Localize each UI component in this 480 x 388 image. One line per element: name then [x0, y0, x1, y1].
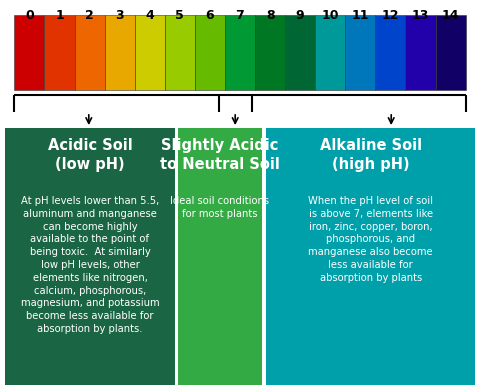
Bar	[165, 15, 195, 90]
Text: Acidic Soil
(low pH): Acidic Soil (low pH)	[48, 138, 132, 171]
Bar	[74, 15, 105, 90]
Bar	[135, 15, 165, 90]
Text: Slightly Acidic
to Neutral Soil: Slightly Acidic to Neutral Soil	[160, 138, 279, 171]
Text: 0: 0	[25, 9, 34, 22]
Text: 9: 9	[296, 9, 304, 22]
Text: 3: 3	[115, 9, 124, 22]
Bar	[435, 15, 466, 90]
Text: When the pH level of soil
is above 7, elements like
iron, zinc, copper, boron,
p: When the pH level of soil is above 7, el…	[308, 196, 433, 283]
Text: 10: 10	[322, 9, 339, 22]
Bar	[345, 15, 375, 90]
Text: 6: 6	[205, 9, 214, 22]
Text: 1: 1	[55, 9, 64, 22]
Bar	[45, 15, 74, 90]
Text: 4: 4	[145, 9, 154, 22]
Text: 12: 12	[382, 9, 399, 22]
Text: 2: 2	[85, 9, 94, 22]
Text: 13: 13	[412, 9, 429, 22]
Bar	[285, 15, 315, 90]
Bar	[315, 15, 345, 90]
Text: Ideal soil conditions
for most plants: Ideal soil conditions for most plants	[170, 196, 269, 219]
Bar	[14, 15, 45, 90]
Bar	[105, 15, 135, 90]
Bar	[266, 128, 475, 385]
Bar	[225, 15, 255, 90]
Text: 7: 7	[236, 9, 244, 22]
Bar	[195, 15, 225, 90]
Bar	[255, 15, 285, 90]
Text: At pH levels lower than 5.5,
aluminum and manganese
can become highly
available : At pH levels lower than 5.5, aluminum an…	[21, 196, 159, 334]
Bar	[375, 15, 406, 90]
Text: 8: 8	[266, 9, 275, 22]
Text: 14: 14	[442, 9, 459, 22]
Text: 11: 11	[351, 9, 369, 22]
Bar	[406, 15, 435, 90]
Bar	[178, 128, 262, 385]
Text: Alkaline Soil
(high pH): Alkaline Soil (high pH)	[320, 138, 422, 171]
Text: 5: 5	[176, 9, 184, 22]
Bar	[5, 128, 175, 385]
